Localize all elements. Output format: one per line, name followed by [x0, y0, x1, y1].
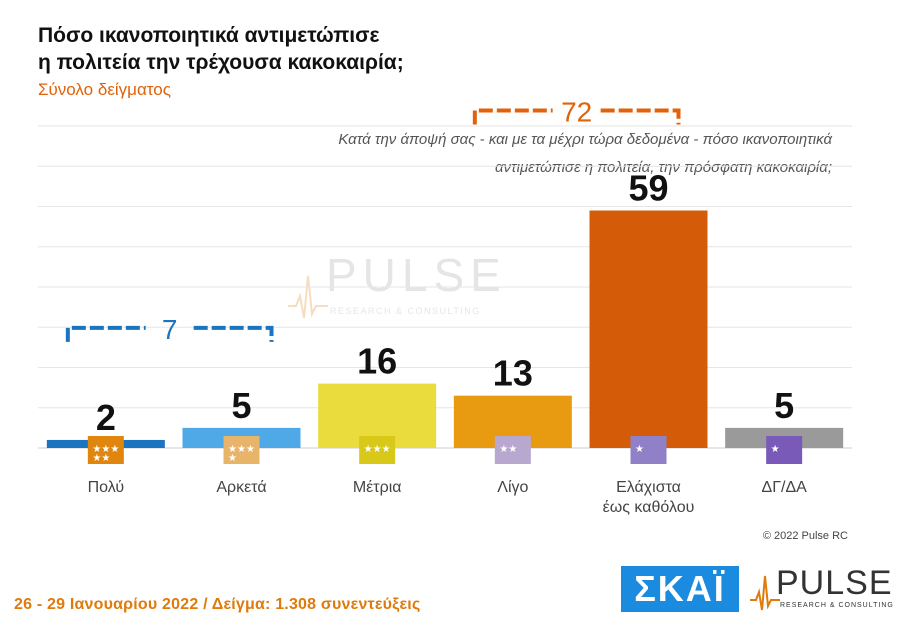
category-label: έως καθόλου	[603, 499, 695, 516]
category-label: ΔΓ/ΔΑ	[762, 479, 808, 496]
category-label: Πολύ	[88, 479, 125, 496]
star-glyph: ★	[101, 444, 110, 455]
bar-value-label: 2	[96, 397, 116, 438]
pulse-watermark: PULSE RESEARCH & CONSULTING	[288, 249, 501, 324]
star-glyph: ★	[101, 453, 110, 464]
star-glyph: ★	[92, 444, 101, 455]
question-line-1: Κατά την άποψή σας - και με τα μέχρι τώρ…	[338, 131, 832, 148]
copyright: © 2022 Pulse RC	[762, 530, 848, 542]
group-bracket-left	[65, 325, 146, 342]
title-line-1: Πόσο ικανοποιητικά αντιμετώπισε	[38, 24, 380, 47]
star-glyph: ★	[508, 444, 517, 455]
group-bracket-left	[472, 108, 553, 125]
rating-star-icon	[630, 436, 667, 464]
pulse-logo-text: PULSE	[776, 564, 893, 602]
title-line-2: η πολιτεία την τρέχουσα κακοκαιρία;	[38, 51, 404, 74]
survey-question: Κατά την άποψή σας - και με τα μέχρι τώρ…	[212, 126, 832, 182]
bar	[589, 210, 708, 448]
star-glyph: ★	[635, 444, 644, 455]
bar-value-label: 5	[774, 385, 794, 426]
pulse-logo: PULSE RESEARCH & CONSULTING	[750, 564, 893, 616]
star-glyph: ★	[110, 444, 119, 455]
star-glyph: ★	[373, 444, 382, 455]
star-glyph: ★	[771, 444, 780, 455]
bar-value-label: 5	[231, 385, 251, 426]
skai-logo: ΣΚΑΪ	[621, 566, 739, 612]
star-glyph: ★	[237, 444, 246, 455]
category-label: Λίγο	[497, 479, 528, 496]
group-bracket-right	[600, 108, 681, 125]
chart-subtitle: Σύνολο δείγματος	[38, 80, 171, 99]
group-total-label: 7	[162, 314, 178, 345]
bar-value-label: 13	[493, 353, 533, 394]
rating-star-icon	[223, 436, 260, 464]
star-glyph: ★	[228, 444, 237, 455]
watermark-subtext: RESEARCH & CONSULTING	[330, 306, 481, 316]
star-glyph: ★	[92, 453, 101, 464]
watermark-text: PULSE	[326, 249, 507, 301]
bar-value-label: 16	[357, 341, 397, 382]
group-bracket-right	[193, 325, 274, 342]
rating-star-icon	[87, 436, 124, 464]
star-glyph: ★	[499, 444, 508, 455]
category-label: Αρκετά	[216, 479, 266, 496]
star-glyph: ★	[382, 444, 391, 455]
pulse-wave-logo-icon	[750, 575, 780, 611]
question-line-2: αντιμετώπισε η πολιτεία, την πρόσφατη κα…	[494, 159, 832, 176]
star-glyph: ★	[246, 444, 255, 455]
category-label: Μέτρια	[353, 479, 402, 496]
group-total-label: 72	[561, 97, 592, 128]
pulse-wave-icon	[288, 275, 328, 319]
star-glyph: ★	[364, 444, 373, 455]
rating-star-icon	[359, 436, 396, 464]
chart-title: Πόσο ικανοποιητικά αντιμετώπισε η πολιτε…	[38, 22, 404, 76]
rating-star-icon	[494, 436, 531, 464]
pulse-logo-subtext: RESEARCH & CONSULTING	[780, 602, 894, 609]
bar-value-label: 59	[628, 168, 668, 209]
category-label: Ελάχιστα	[616, 479, 681, 496]
survey-footer: 26 - 29 Ιανουαρίου 2022 / Δείγμα: 1.308 …	[14, 596, 421, 613]
rating-star-icon	[766, 436, 803, 464]
star-glyph: ★	[228, 453, 237, 464]
